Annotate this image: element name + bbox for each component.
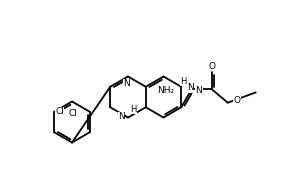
Text: NH₂: NH₂ — [157, 86, 174, 95]
Text: N: N — [187, 83, 194, 92]
Text: H: H — [130, 105, 136, 114]
Text: N: N — [196, 86, 202, 95]
Text: O: O — [209, 62, 216, 70]
Text: H: H — [180, 77, 187, 86]
Text: Cl: Cl — [55, 107, 64, 116]
Text: O: O — [234, 96, 241, 105]
Text: Cl: Cl — [69, 109, 78, 118]
Text: N: N — [124, 79, 130, 88]
Text: N: N — [118, 112, 125, 121]
